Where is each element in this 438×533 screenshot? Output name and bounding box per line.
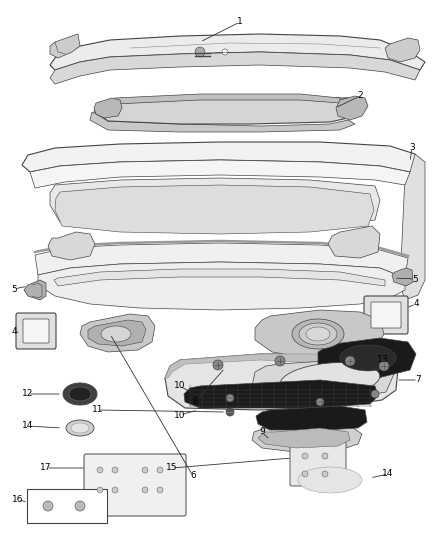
Circle shape <box>97 487 103 493</box>
Text: 7: 7 <box>415 376 421 384</box>
Polygon shape <box>336 96 368 120</box>
Circle shape <box>75 501 85 511</box>
Text: 4: 4 <box>413 300 419 309</box>
Text: 17: 17 <box>40 464 52 472</box>
Ellipse shape <box>340 345 396 371</box>
FancyBboxPatch shape <box>290 442 346 486</box>
Polygon shape <box>96 96 355 124</box>
Circle shape <box>226 394 234 402</box>
Polygon shape <box>256 406 367 430</box>
Polygon shape <box>400 154 425 300</box>
Polygon shape <box>184 380 378 408</box>
FancyBboxPatch shape <box>27 489 107 523</box>
Polygon shape <box>252 360 394 400</box>
Polygon shape <box>50 34 425 70</box>
Polygon shape <box>80 314 155 352</box>
Polygon shape <box>112 94 340 104</box>
Polygon shape <box>165 354 398 378</box>
Ellipse shape <box>69 387 91 401</box>
Ellipse shape <box>280 362 380 398</box>
Polygon shape <box>258 428 350 448</box>
Polygon shape <box>255 310 384 358</box>
Ellipse shape <box>298 467 362 493</box>
Text: 2: 2 <box>357 92 363 101</box>
Text: 14: 14 <box>382 470 394 479</box>
Polygon shape <box>24 280 46 300</box>
Text: 9: 9 <box>259 427 265 437</box>
Polygon shape <box>50 34 80 58</box>
Polygon shape <box>252 424 362 452</box>
Ellipse shape <box>94 103 122 121</box>
Circle shape <box>275 356 285 366</box>
Polygon shape <box>94 98 122 118</box>
Ellipse shape <box>63 383 97 405</box>
Circle shape <box>222 49 228 55</box>
Ellipse shape <box>292 319 344 349</box>
FancyBboxPatch shape <box>364 296 408 334</box>
Polygon shape <box>88 320 146 346</box>
Circle shape <box>371 390 379 398</box>
Circle shape <box>322 453 328 459</box>
Text: 12: 12 <box>22 390 34 399</box>
Circle shape <box>112 487 118 493</box>
Circle shape <box>43 501 53 511</box>
Circle shape <box>226 408 234 416</box>
Polygon shape <box>392 268 413 286</box>
FancyBboxPatch shape <box>16 313 56 349</box>
Circle shape <box>112 467 118 473</box>
Circle shape <box>157 487 163 493</box>
Text: 6: 6 <box>190 472 196 481</box>
Circle shape <box>302 453 308 459</box>
Ellipse shape <box>71 423 89 433</box>
Text: 8: 8 <box>192 398 198 407</box>
Circle shape <box>345 356 355 366</box>
Polygon shape <box>38 262 405 310</box>
Ellipse shape <box>299 323 337 345</box>
Polygon shape <box>50 52 420 84</box>
Polygon shape <box>50 178 380 230</box>
Polygon shape <box>90 112 355 132</box>
Text: 10: 10 <box>174 382 186 391</box>
Polygon shape <box>328 226 380 258</box>
Text: 16: 16 <box>12 496 24 505</box>
Text: 4: 4 <box>11 327 17 336</box>
Text: 1: 1 <box>237 18 243 27</box>
Circle shape <box>302 471 308 477</box>
Circle shape <box>195 47 205 57</box>
Polygon shape <box>48 232 95 260</box>
Polygon shape <box>385 38 420 62</box>
Circle shape <box>322 471 328 477</box>
Text: 10: 10 <box>174 410 186 419</box>
Circle shape <box>157 467 163 473</box>
Text: 15: 15 <box>166 464 178 472</box>
Text: 3: 3 <box>409 143 415 152</box>
Text: 11: 11 <box>92 406 104 415</box>
Text: 14: 14 <box>22 422 34 431</box>
Text: 13: 13 <box>377 356 389 365</box>
Polygon shape <box>318 338 416 378</box>
Ellipse shape <box>332 98 364 118</box>
FancyBboxPatch shape <box>371 302 401 328</box>
Ellipse shape <box>101 326 131 342</box>
Circle shape <box>142 487 148 493</box>
Circle shape <box>142 467 148 473</box>
Circle shape <box>316 398 324 406</box>
Text: 5: 5 <box>412 274 418 284</box>
Ellipse shape <box>66 420 94 436</box>
FancyBboxPatch shape <box>84 454 186 516</box>
Circle shape <box>379 361 389 371</box>
Polygon shape <box>165 354 398 410</box>
Polygon shape <box>30 160 410 188</box>
Polygon shape <box>55 185 374 234</box>
Text: 5: 5 <box>11 285 17 294</box>
Polygon shape <box>54 269 385 286</box>
FancyBboxPatch shape <box>23 319 49 343</box>
Polygon shape <box>22 142 418 172</box>
Circle shape <box>97 467 103 473</box>
Polygon shape <box>35 243 408 278</box>
Ellipse shape <box>306 327 330 341</box>
Circle shape <box>213 360 223 370</box>
